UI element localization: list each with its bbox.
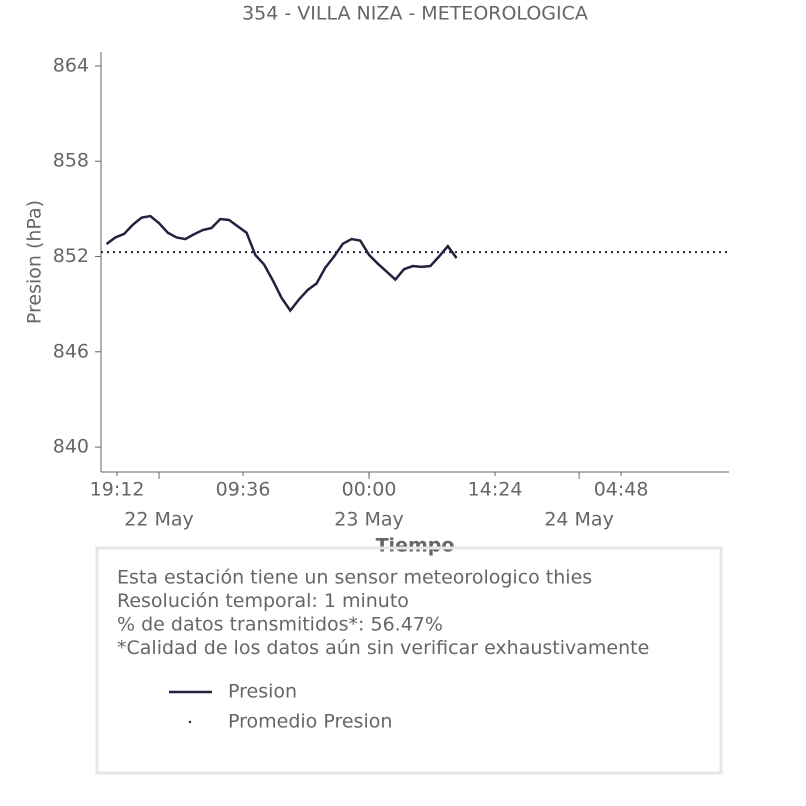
x-tick-label: 04:48 — [594, 479, 649, 501]
info-text: Esta estación tiene un sensor meteorolog… — [117, 567, 592, 589]
x-tick-label: 14:24 — [468, 479, 523, 501]
x-major-tick-label: 23 May — [334, 509, 404, 531]
y-tick-label: 858 — [53, 150, 89, 172]
legend-label: Presion — [228, 681, 297, 703]
y-tick-label: 846 — [53, 340, 89, 362]
y-tick-label: 864 — [53, 54, 89, 76]
legend-label: Promedio Presion — [228, 711, 392, 733]
info-text: % de datos transmitidos*: 56.47% — [117, 614, 443, 636]
y-tick-label: 852 — [53, 245, 89, 267]
x-major-tick-label: 22 May — [124, 509, 194, 531]
info-text: *Calidad de los datos aún sin verificar … — [117, 637, 649, 659]
x-tick-label: 09:36 — [216, 479, 271, 501]
chart-title: 354 - VILLA NIZA - METEOROLOGICA — [242, 3, 588, 25]
x-tick-label: 19:12 — [90, 479, 145, 501]
y-axis-label: Presion (hPa) — [24, 200, 46, 324]
info-box — [95, 546, 723, 775]
x-axis-label: Tiempo — [376, 535, 455, 557]
info-text: Resolución temporal: 1 minuto — [117, 590, 409, 612]
y-tick-label: 840 — [53, 436, 89, 458]
line — [105, 214, 458, 313]
legend-swatch — [188, 720, 192, 724]
x-tick-label: 00:00 — [342, 479, 397, 501]
x-major-tick-label: 24 May — [544, 509, 614, 531]
